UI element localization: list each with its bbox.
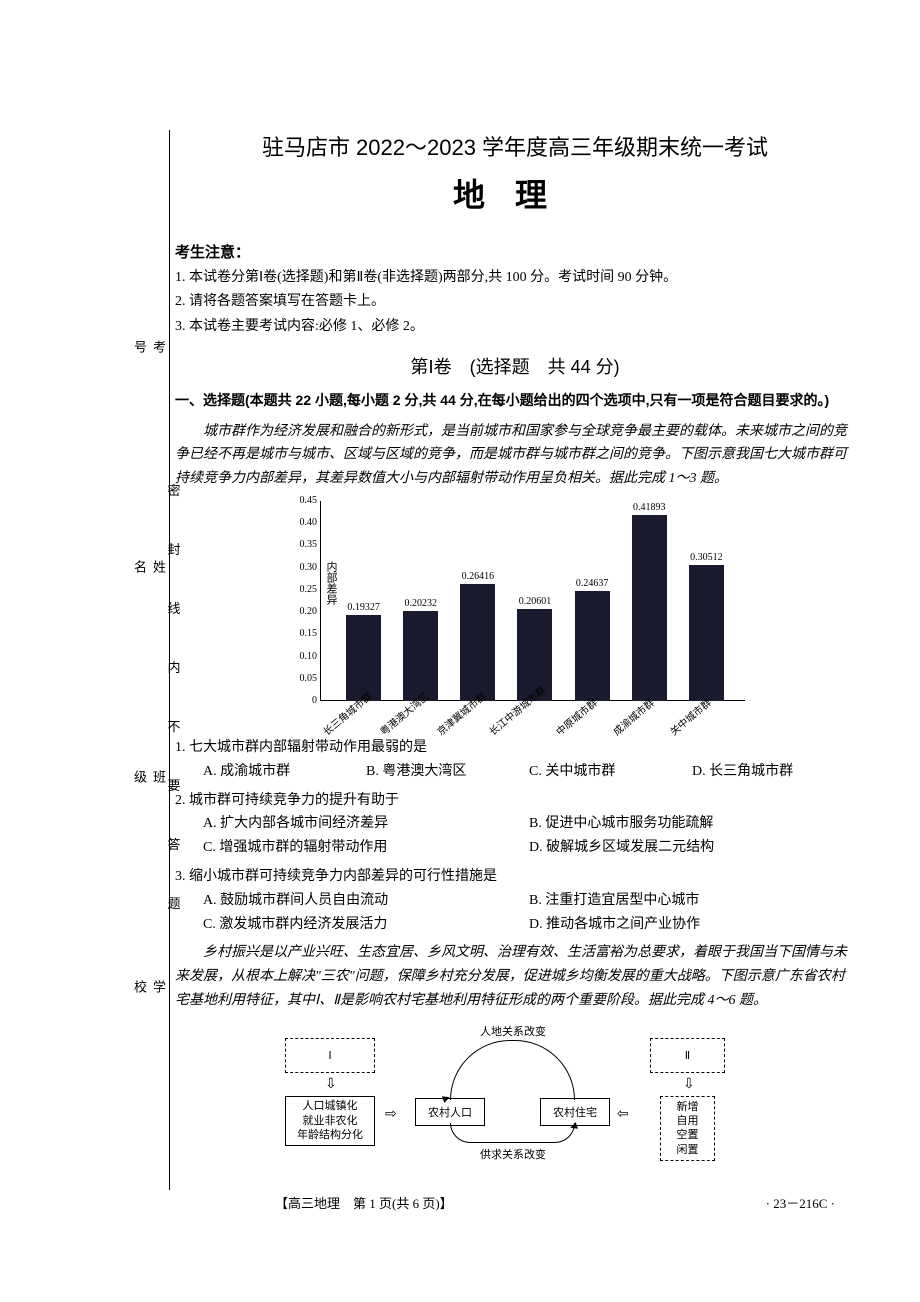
q2-options: A. 扩大内部各城市间经济差异 B. 促进中心城市服务功能疏解 C. 增强城市群… <box>175 812 855 860</box>
option: C. 关中城市群 <box>529 760 692 784</box>
option: C. 增强城市群的辐射带动作用 <box>203 836 529 860</box>
bar-item: 0.19327长三角城市群 <box>346 602 381 701</box>
bars-container: 0.19327长三角城市群 0.20232粤港澳大湾区 0.26416京津冀城市群 0… <box>335 501 735 701</box>
flow-diagram: Ⅰ ⇩ 人口城镇化 就业非农化 年龄结构分化 ⇨ 农村人口 农村住宅 人地关系改… <box>265 1018 765 1178</box>
bar-item: 0.26416京津冀城市群 <box>460 571 495 701</box>
option: D. 长三角城市群 <box>692 760 855 784</box>
passage-1: 城市群作为经济发展和融合的新形式，是当前城市和国家参与全球竞争最主要的载体。未来… <box>175 420 855 491</box>
school-label: 学校 <box>130 980 168 993</box>
left-arrow-icon: ⇦ <box>617 1106 629 1123</box>
option: B. 粤港澳大湾区 <box>366 760 529 784</box>
top-relation-text: 人地关系改变 <box>480 1023 546 1039</box>
subject-title: 地理 <box>175 170 855 216</box>
box-stage-1-detail: 人口城镇化 就业非农化 年龄结构分化 <box>285 1096 375 1146</box>
box-stage-2: Ⅱ <box>650 1038 725 1073</box>
option: A. 成渝城市群 <box>203 760 366 784</box>
lower-arc <box>450 1123 575 1143</box>
question-2: 2. 城市群可持续竞争力的提升有助于 <box>175 789 855 813</box>
class-label: 班级 <box>130 770 168 783</box>
y-axis <box>320 501 321 701</box>
question-group-header: 一、选择题(本题共 22 小题,每小题 2 分,共 44 分,在每小题给出的四个… <box>175 389 855 411</box>
box-stage-1: Ⅰ <box>285 1038 375 1073</box>
bar-chart: 内部差异 00.050.100.150.200.250.300.350.400.… <box>285 501 745 731</box>
bar-item: 0.20232粤港澳大湾区 <box>403 598 438 701</box>
notice-item: 1. 本试卷分第Ⅰ卷(选择题)和第Ⅱ卷(非选择题)两部分,共 100 分。考试时… <box>175 267 855 289</box>
exam-title: 驻马店市 2022～2023 学年度高三年级期末统一考试 <box>175 130 855 162</box>
paper-code: · 23－216C · <box>766 1193 835 1212</box>
bar-item: 0.20601长江中游城市群 <box>517 596 552 701</box>
q1-options: A. 成渝城市群 B. 粤港澳大湾区 C. 关中城市群 D. 长三角城市群 <box>175 760 855 784</box>
bar-item: 0.41893成渝城市群 <box>632 502 667 701</box>
bottom-relation-text: 供求关系改变 <box>480 1146 546 1162</box>
question-1: 1. 七大城市群内部辐射带动作用最弱的是 <box>175 736 855 760</box>
down-arrow-icon: ⇩ <box>325 1076 337 1093</box>
q3-options: A. 鼓励城市群间人员自由流动 B. 注重打造宜居型中心城市 C. 激发城市群内… <box>175 889 855 937</box>
option: A. 鼓励城市群间人员自由流动 <box>203 889 529 913</box>
bar-item: 0.24637中原城市群 <box>575 578 610 700</box>
page-content: 驻马店市 2022～2023 学年度高三年级期末统一考试 地理 考生注意： 1.… <box>175 130 885 1212</box>
upper-arc <box>450 1040 575 1100</box>
question-3: 3. 缩小城市群可持续竞争力内部差异的可行性措施是 <box>175 865 855 889</box>
page-indicator: 【高三地理 第 1 页(共 6 页)】 <box>275 1193 453 1212</box>
down-arrow-icon: ⇩ <box>683 1076 695 1093</box>
binding-margin <box>120 130 170 1190</box>
option: B. 促进中心城市服务功能疏解 <box>529 812 855 836</box>
notice-title: 考生注意： <box>175 241 855 262</box>
option: D. 推动各城市之间产业协作 <box>529 913 855 937</box>
box-stage-2-detail: 新增 自用 空置 闲置 <box>660 1096 715 1161</box>
bar-item: 0.30512关中城市群 <box>689 552 724 701</box>
notice-item: 2. 请将各题答案填写在答题卡上。 <box>175 291 855 313</box>
option: B. 注重打造宜居型中心城市 <box>529 889 855 913</box>
examno-label: 考号 <box>130 340 168 353</box>
option: D. 破解城乡区域发展二元结构 <box>529 836 855 860</box>
page-footer: 【高三地理 第 1 页(共 6 页)】 · 23－216C · <box>175 1193 855 1212</box>
passage-2: 乡村振兴是以产业兴旺、生态宜居、乡风文明、治理有效、生活富裕为总要求，着眼于我国… <box>175 941 855 1012</box>
section-title: 第Ⅰ卷 (选择题 共 44 分) <box>175 353 855 379</box>
notice-item: 3. 本试卷主要考试内容:必修 1、必修 2。 <box>175 316 855 338</box>
name-label: 姓名 <box>130 560 168 573</box>
right-arrow-icon: ⇨ <box>385 1106 397 1123</box>
option: C. 激发城市群内经济发展活力 <box>203 913 529 937</box>
option: A. 扩大内部各城市间经济差异 <box>203 812 529 836</box>
